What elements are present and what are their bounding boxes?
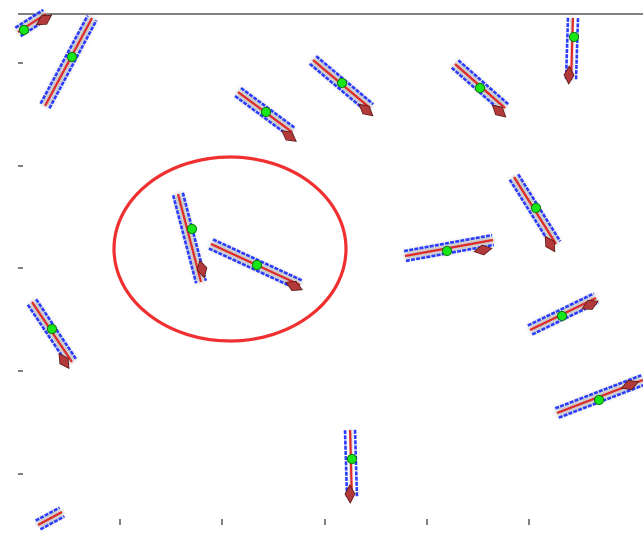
tip-marker xyxy=(358,103,374,117)
filament xyxy=(308,55,375,117)
filament xyxy=(403,233,495,263)
filament-outline xyxy=(39,515,66,531)
tip-marker xyxy=(196,259,208,279)
filament xyxy=(39,15,98,109)
filament-outline xyxy=(35,298,78,360)
filament-outline xyxy=(343,430,349,498)
centroid-marker xyxy=(556,310,568,322)
filament xyxy=(527,292,599,336)
highlight-ellipse xyxy=(112,155,348,343)
filament-outline xyxy=(403,233,493,253)
tip-marker xyxy=(344,484,356,504)
tip-marker xyxy=(620,379,640,391)
filament-outline xyxy=(527,292,595,327)
centroid-marker xyxy=(18,24,30,36)
filament-midline xyxy=(37,511,63,526)
filament xyxy=(34,506,66,531)
tip-marker xyxy=(563,65,575,85)
filament xyxy=(508,173,562,253)
filament xyxy=(208,238,303,291)
filament xyxy=(450,59,510,118)
centroid-marker xyxy=(66,51,78,63)
filament xyxy=(554,374,643,419)
filament-midline xyxy=(44,17,93,107)
filament-outline xyxy=(554,374,642,410)
filament xyxy=(234,86,297,142)
filament-outline xyxy=(353,429,359,497)
tip-marker xyxy=(491,104,507,118)
centroid-marker xyxy=(346,453,358,465)
centroid-marker xyxy=(593,394,605,406)
left-ticks xyxy=(18,62,23,475)
filament-outline xyxy=(208,247,299,291)
filament xyxy=(563,17,580,85)
tip-marker xyxy=(58,352,70,370)
filament-midline xyxy=(176,193,203,283)
filament-outline xyxy=(308,62,368,113)
centroid-marker xyxy=(46,323,58,335)
filament xyxy=(171,192,208,284)
filament xyxy=(14,8,53,38)
axes-frame xyxy=(18,13,643,525)
tip-marker xyxy=(285,281,303,291)
centroid-marker xyxy=(568,31,580,43)
tip-marker xyxy=(581,300,599,310)
filament-outline xyxy=(39,15,89,105)
tip-marker xyxy=(281,130,297,142)
centroid-marker xyxy=(474,82,486,94)
filament-layer xyxy=(14,8,643,531)
filament-outline xyxy=(558,383,643,419)
tip-marker xyxy=(473,244,493,256)
filament-outline xyxy=(457,59,510,106)
filament-outline xyxy=(508,178,553,248)
centroid-marker xyxy=(186,223,198,235)
centroid-marker xyxy=(260,106,272,118)
filament-outline xyxy=(34,506,61,522)
centroid-marker xyxy=(336,77,348,89)
filament-outline xyxy=(48,19,98,109)
filament-outline xyxy=(14,8,44,29)
bottom-ticks xyxy=(119,519,530,525)
filament-outline xyxy=(234,94,290,138)
tip-marker xyxy=(544,235,556,253)
centroid-marker xyxy=(530,202,542,214)
filament-outline xyxy=(171,194,198,284)
centroid-marker xyxy=(251,259,263,271)
filament xyxy=(26,298,78,370)
centroid-marker xyxy=(441,245,453,257)
tip-marker xyxy=(35,14,53,26)
filament xyxy=(343,429,359,504)
